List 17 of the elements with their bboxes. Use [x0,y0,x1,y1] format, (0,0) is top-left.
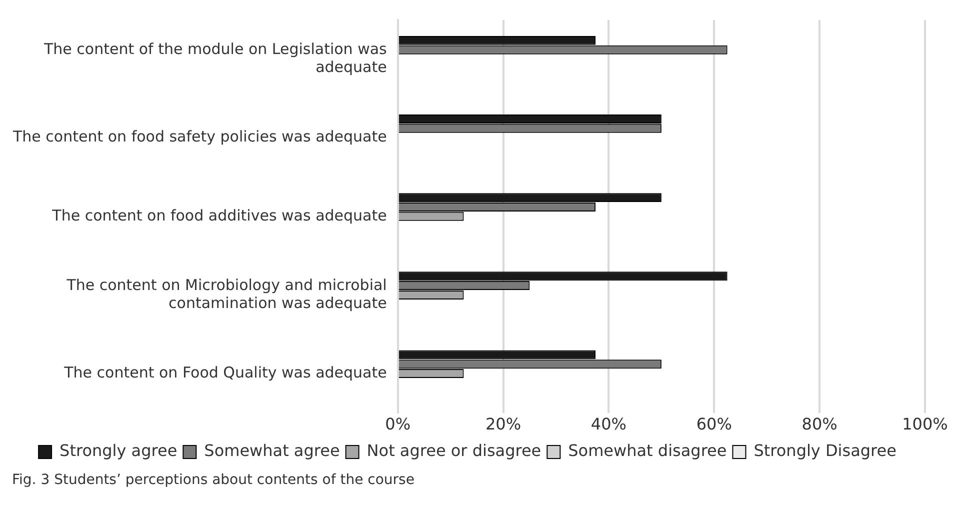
legend-label: Somewhat agree [204,441,340,460]
legend-label: Strongly Disagree [754,441,896,460]
x-tick-label: 80% [802,414,838,434]
x-tick-label: 100% [902,414,948,434]
y-tick-label: The content on Food Quality was adequate [63,363,387,382]
x-tick-label: 20% [486,414,522,434]
y-tick-label: The content on Microbiology and microbial contamination was adequate [66,276,387,312]
caption: Fig. 3 Students’ perceptions about contents of the course [12,472,416,488]
y-tick-label: The content on food additives was adequate [51,206,387,224]
x-tick-label: 40% [590,414,626,434]
legend-label: Not agree or disagree [366,441,542,460]
x-tick-label: 60% [696,414,732,434]
y-tick-label: The content on food safety policies was adequate [12,128,387,146]
y-tick-label: The content of the module on Legislation was adequate [42,40,388,76]
legend-label: Strongly agree [60,441,178,460]
x-tick-label: 0% [385,414,411,434]
legend-label: Somewhat disagree [568,441,727,460]
